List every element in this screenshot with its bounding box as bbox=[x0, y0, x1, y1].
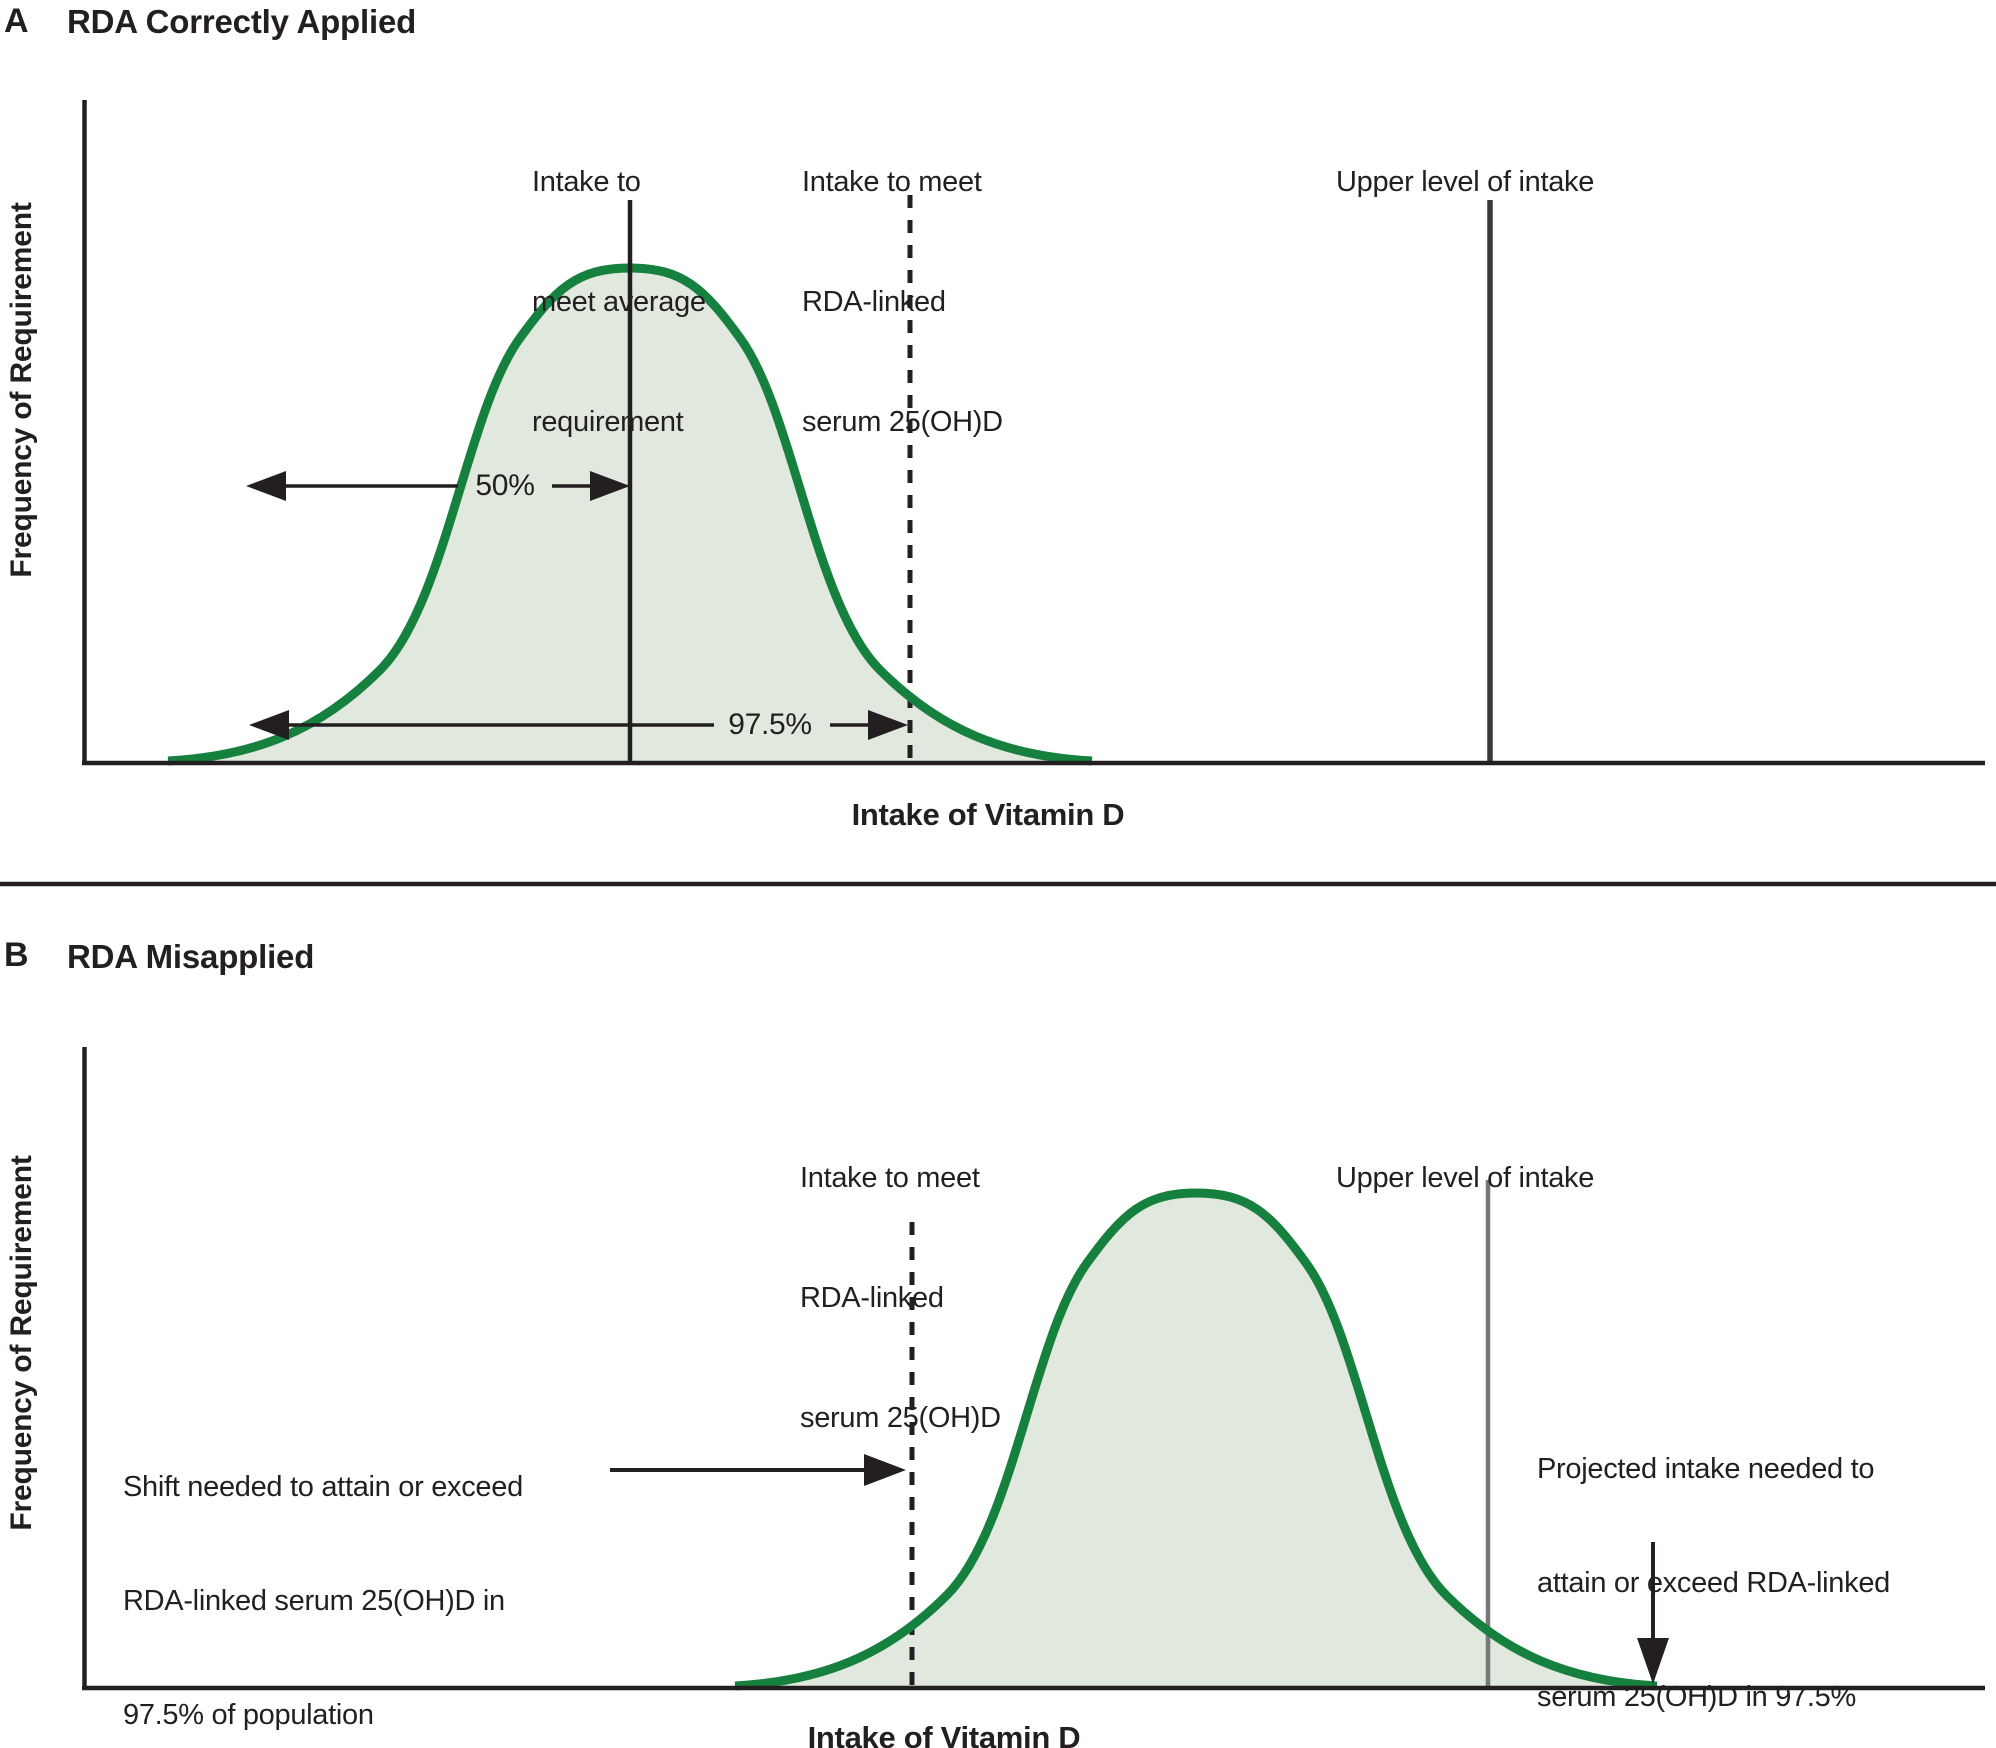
panel-a-rda-line-label-line3: serum 25(OH)D bbox=[802, 406, 1003, 438]
panel-b-shift-note-line3: 97.5% of population bbox=[123, 1699, 374, 1731]
panel-a-upper-level-label: Upper level of intake bbox=[1336, 166, 1595, 198]
panel-a-x-axis-label: Intake of Vitamin D bbox=[851, 797, 1125, 832]
panel-a-50pct-label: 50% bbox=[475, 469, 535, 502]
panel-b-curve-fill bbox=[735, 1193, 1657, 1686]
panel-a-mean-line-label-line3: requirement bbox=[532, 406, 684, 438]
panel-a-rda-line-label-line1: Intake to meet bbox=[802, 166, 982, 198]
panel-b-upper-level-label: Upper level of intake bbox=[1336, 1162, 1595, 1194]
panel-a-mean-line-label-line1: Intake to bbox=[532, 166, 641, 198]
panel-a-rda-line-label: Intake to meet RDA-linked serum 25(OH)D bbox=[802, 82, 1003, 522]
panel-b-shift-note-line2: RDA-linked serum 25(OH)D in bbox=[123, 1585, 505, 1617]
panel-b-letter: B bbox=[4, 936, 29, 974]
panel-b-title: RDA Misapplied bbox=[67, 938, 315, 975]
panel-b-shift-note: Shift needed to attain or exceed RDA-lin… bbox=[123, 1392, 523, 1748]
panel-a-title: RDA Correctly Applied bbox=[67, 3, 417, 40]
panel-a-975pct-left-arrowhead bbox=[249, 710, 289, 740]
panel-a-y-axis-label: Frequency of Requirement bbox=[5, 202, 38, 578]
panel-b-shift-arrowhead bbox=[864, 1454, 906, 1486]
panel-b-rda-line-label-line2: RDA-linked bbox=[800, 1282, 944, 1314]
panel-b-shift-note-line1: Shift needed to attain or exceed bbox=[123, 1471, 523, 1503]
panel-a-mean-line-label-line2: meet average bbox=[532, 286, 706, 318]
panel-b-projected-note-line1: Projected intake needed to bbox=[1537, 1453, 1875, 1485]
panel-b-projected-note: Projected intake needed to attain or exc… bbox=[1537, 1374, 1890, 1748]
panel-b-projected-note-line2: attain or exceed RDA-linked bbox=[1537, 1567, 1890, 1599]
panel-a-50pct-left-arrowhead bbox=[246, 471, 286, 501]
panel-a-rda-line-label-line2: RDA-linked bbox=[802, 286, 946, 318]
panel-a-letter: A bbox=[4, 2, 29, 40]
panel-b-x-axis-label: Intake of Vitamin D bbox=[807, 1720, 1081, 1748]
panel-b-y-axis-label: Frequency of Requirement bbox=[5, 1155, 38, 1531]
panel-a-975pct-label: 97.5% bbox=[728, 708, 812, 741]
panel-b-curve-stroke bbox=[734, 1188, 1658, 1691]
panel-b-rda-line-label: Intake to meet RDA-linked serum 25(OH)D bbox=[800, 1078, 1001, 1518]
panel-b-rda-line-label-line1: Intake to meet bbox=[800, 1162, 980, 1194]
panel-b-projected-arrowhead bbox=[1637, 1638, 1669, 1684]
panel-b-rda-line-label-line3: serum 25(OH)D bbox=[800, 1402, 1001, 1434]
panel-a-975pct-right-arrowhead bbox=[868, 710, 908, 740]
panel-a-mean-line-label: Intake to meet average requirement bbox=[532, 82, 706, 522]
panel-a-50pct-right-arrowhead bbox=[590, 471, 630, 501]
panel-b-projected-note-line3: serum 25(OH)D in 97.5% bbox=[1537, 1681, 1856, 1713]
